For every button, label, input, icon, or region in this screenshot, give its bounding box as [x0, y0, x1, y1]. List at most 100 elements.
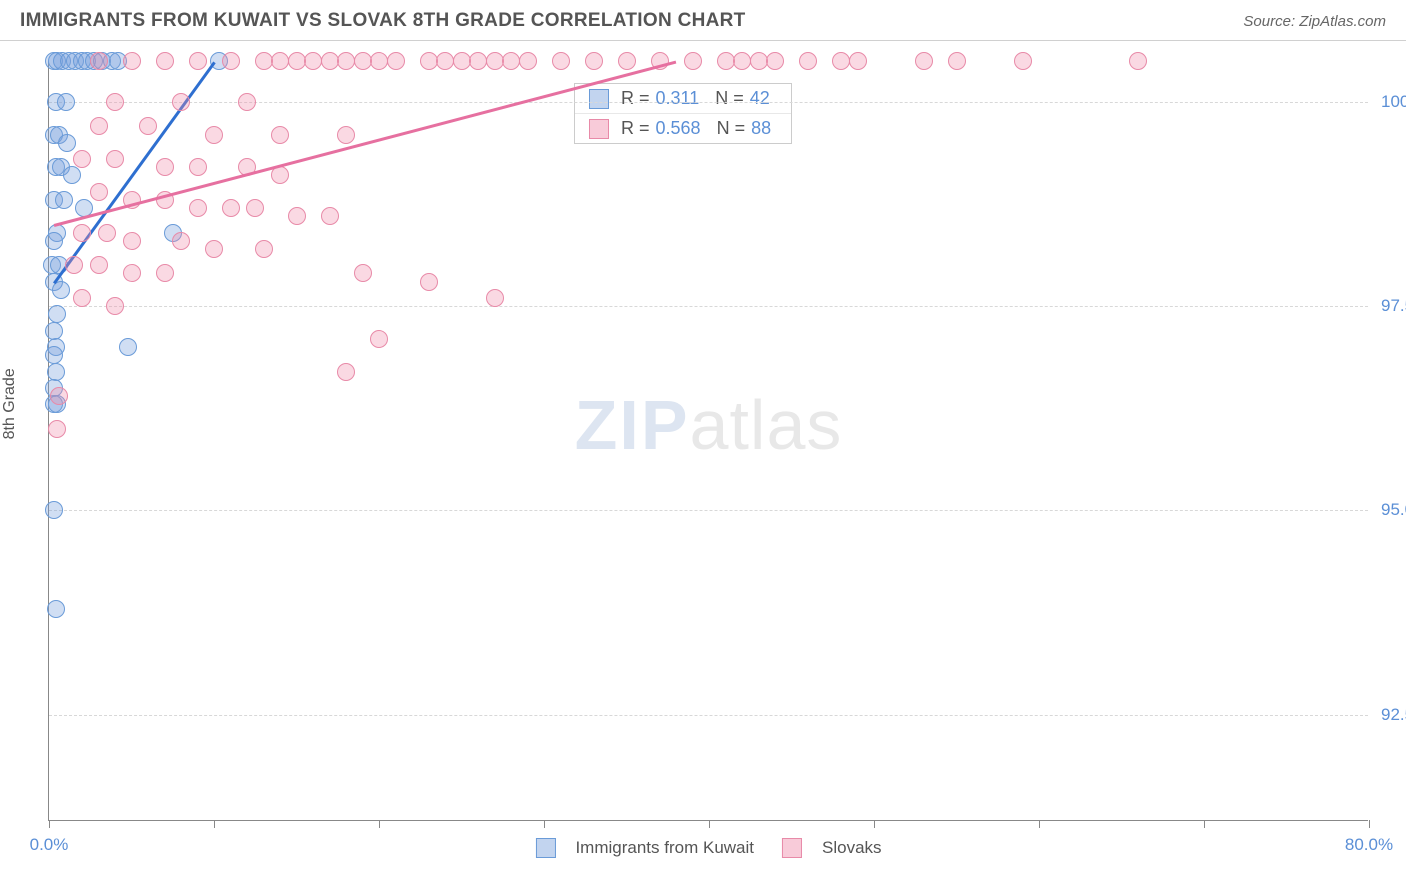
scatter-marker [48, 305, 66, 323]
chart-header: IMMIGRANTS FROM KUWAIT VS SLOVAK 8TH GRA… [0, 0, 1406, 41]
scatter-marker [271, 166, 289, 184]
scatter-marker [304, 52, 322, 70]
scatter-marker [106, 297, 124, 315]
scatter-marker [50, 387, 68, 405]
scatter-marker [337, 363, 355, 381]
stats-row-slovaks: R = 0.568 N = 88 [575, 113, 791, 143]
x-tick [214, 820, 215, 828]
scatter-marker [156, 52, 174, 70]
scatter-marker [172, 232, 190, 250]
scatter-marker [453, 52, 471, 70]
scatter-marker [255, 52, 273, 70]
watermark: ZIPatlas [575, 385, 843, 465]
scatter-marker [106, 93, 124, 111]
scatter-marker [271, 126, 289, 144]
scatter-marker [271, 52, 289, 70]
scatter-marker [354, 264, 372, 282]
grid-line [49, 306, 1368, 307]
scatter-marker [205, 240, 223, 258]
scatter-marker [189, 52, 207, 70]
scatter-marker [948, 52, 966, 70]
scatter-marker [238, 93, 256, 111]
scatter-marker [172, 93, 190, 111]
stats-box: R = 0.311 N = 42 R = 0.568 N = 88 [574, 83, 792, 144]
scatter-marker [222, 52, 240, 70]
swatch-slovaks [589, 119, 609, 139]
scatter-marker [189, 199, 207, 217]
x-tick-label: 0.0% [30, 835, 69, 855]
scatter-marker [98, 224, 116, 242]
scatter-marker [832, 52, 850, 70]
legend: Immigrants from Kuwait Slovaks [535, 838, 881, 858]
scatter-marker [469, 52, 487, 70]
scatter-marker [519, 52, 537, 70]
scatter-marker [420, 273, 438, 291]
scatter-marker [486, 52, 504, 70]
scatter-marker [1129, 52, 1147, 70]
scatter-marker [45, 346, 63, 364]
scatter-marker [255, 240, 273, 258]
grid-line [49, 510, 1368, 511]
scatter-marker [156, 158, 174, 176]
scatter-marker [90, 117, 108, 135]
scatter-marker [750, 52, 768, 70]
scatter-marker [45, 501, 63, 519]
scatter-marker [370, 52, 388, 70]
x-tick [874, 820, 875, 828]
legend-swatch-slovaks [782, 838, 802, 858]
y-tick-label: 95.0% [1373, 500, 1406, 520]
scatter-marker [766, 52, 784, 70]
scatter-marker [45, 232, 63, 250]
scatter-marker [618, 52, 636, 70]
scatter-marker [58, 134, 76, 152]
chart-container: 8th Grade ZIPatlas R = 0.311 N = 42 R = … [0, 41, 1406, 891]
scatter-marker [288, 207, 306, 225]
scatter-marker [849, 52, 867, 70]
y-axis-label: 8th Grade [1, 368, 19, 439]
scatter-marker [486, 289, 504, 307]
scatter-marker [90, 256, 108, 274]
scatter-marker [65, 256, 83, 274]
scatter-marker [73, 289, 91, 307]
scatter-marker [90, 183, 108, 201]
scatter-marker [684, 52, 702, 70]
scatter-marker [420, 52, 438, 70]
scatter-marker [585, 52, 603, 70]
scatter-marker [370, 330, 388, 348]
chart-title: IMMIGRANTS FROM KUWAIT VS SLOVAK 8TH GRA… [20, 10, 746, 32]
x-tick [1039, 820, 1040, 828]
x-tick [1204, 820, 1205, 828]
scatter-marker [139, 117, 157, 135]
scatter-marker [717, 52, 735, 70]
scatter-marker [799, 52, 817, 70]
chart-source: Source: ZipAtlas.com [1243, 13, 1386, 30]
scatter-marker [123, 264, 141, 282]
x-tick [544, 820, 545, 828]
scatter-marker [502, 52, 520, 70]
scatter-marker [337, 52, 355, 70]
scatter-marker [1014, 52, 1032, 70]
scatter-marker [205, 126, 223, 144]
x-tick-label: 80.0% [1345, 835, 1393, 855]
swatch-kuwait [589, 89, 609, 109]
y-tick-label: 100.0% [1373, 92, 1406, 112]
scatter-marker [354, 52, 372, 70]
y-tick-label: 97.5% [1373, 296, 1406, 316]
x-tick [49, 820, 50, 828]
scatter-marker [45, 322, 63, 340]
scatter-marker [337, 126, 355, 144]
scatter-marker [288, 52, 306, 70]
scatter-marker [222, 199, 240, 217]
scatter-marker [90, 52, 108, 70]
scatter-marker [321, 52, 339, 70]
scatter-marker [73, 150, 91, 168]
x-tick [709, 820, 710, 828]
scatter-marker [733, 52, 751, 70]
scatter-marker [387, 52, 405, 70]
scatter-marker [156, 264, 174, 282]
scatter-marker [106, 150, 124, 168]
scatter-marker [123, 232, 141, 250]
scatter-marker [63, 166, 81, 184]
x-tick [379, 820, 380, 828]
scatter-marker [123, 52, 141, 70]
